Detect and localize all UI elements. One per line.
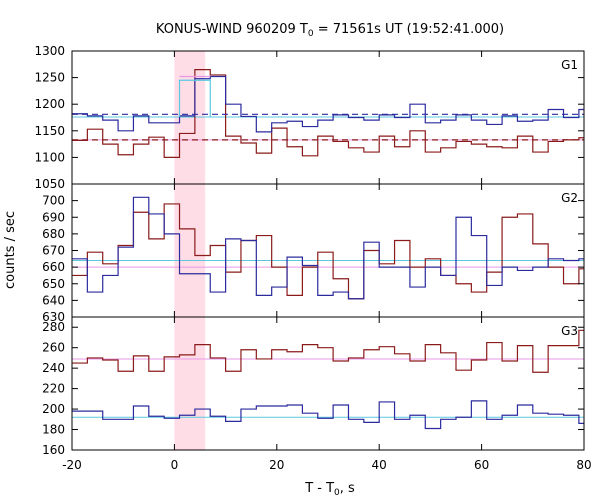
x-tick-label: 80 bbox=[576, 458, 591, 472]
y-tick-label: 1100 bbox=[34, 150, 65, 164]
y-tick-label: 280 bbox=[42, 320, 65, 334]
x-tick-label: -20 bbox=[62, 458, 82, 472]
y-tick-label: 640 bbox=[42, 293, 65, 307]
y-tick-label: 1050 bbox=[34, 177, 65, 191]
red-series bbox=[72, 203, 584, 300]
panels-group: 1050 1100 1150 1200 1250 1300 G1 630 640 650 660 67… bbox=[34, 44, 591, 472]
blue-series bbox=[72, 75, 584, 133]
panel-g2: 630 640 650 660 670 680 690 700 G2 bbox=[42, 183, 585, 324]
panel-frame bbox=[71, 316, 585, 451]
y-tick-label: 630 bbox=[42, 310, 65, 324]
panel-label: G2 bbox=[561, 191, 578, 205]
y-axis-label: counts / sec bbox=[3, 211, 18, 289]
y-tick-label: 220 bbox=[42, 382, 65, 396]
x-tick-label: 40 bbox=[372, 458, 387, 472]
y-tick-label: 180 bbox=[42, 423, 65, 437]
x-tick-label: 20 bbox=[269, 458, 284, 472]
y-tick-label: 650 bbox=[42, 277, 65, 291]
blue-series bbox=[72, 400, 584, 430]
y-tick-label: 690 bbox=[42, 210, 65, 224]
y-tick-label: 1250 bbox=[34, 71, 65, 85]
x-tick-label: 60 bbox=[474, 458, 489, 472]
y-tick-label: 700 bbox=[42, 194, 65, 208]
panel-g1: 1050 1100 1150 1200 1250 1300 G1 bbox=[34, 44, 585, 191]
red-series bbox=[72, 69, 584, 158]
red-series bbox=[72, 329, 584, 373]
y-tick-label: 1150 bbox=[34, 124, 65, 138]
chart-title: KONUS-WIND 960209 T0 = 71561s UT (19:52:… bbox=[156, 22, 504, 39]
blue-series bbox=[72, 196, 584, 300]
y-tick-label: 680 bbox=[42, 227, 65, 241]
y-tick-label: 1300 bbox=[34, 44, 65, 58]
y-tick-label: 670 bbox=[42, 244, 65, 258]
panel-label: G3 bbox=[561, 324, 578, 338]
y-tick-label: 660 bbox=[42, 260, 65, 274]
y-tick-label: 200 bbox=[42, 402, 65, 416]
y-tick-label: 160 bbox=[42, 443, 65, 457]
x-tick-label: 0 bbox=[171, 458, 179, 472]
y-tick-label: 1200 bbox=[34, 97, 65, 111]
cyan-peak-overlay bbox=[178, 79, 211, 117]
x-axis-label: T - T0, s bbox=[304, 481, 355, 498]
panel-g3: 160 180 200 220 240 260 280 G3 bbox=[42, 316, 585, 457]
panel-label: G1 bbox=[561, 58, 578, 72]
y-tick-label: 240 bbox=[42, 361, 65, 375]
y-tick-label: 260 bbox=[42, 341, 65, 355]
